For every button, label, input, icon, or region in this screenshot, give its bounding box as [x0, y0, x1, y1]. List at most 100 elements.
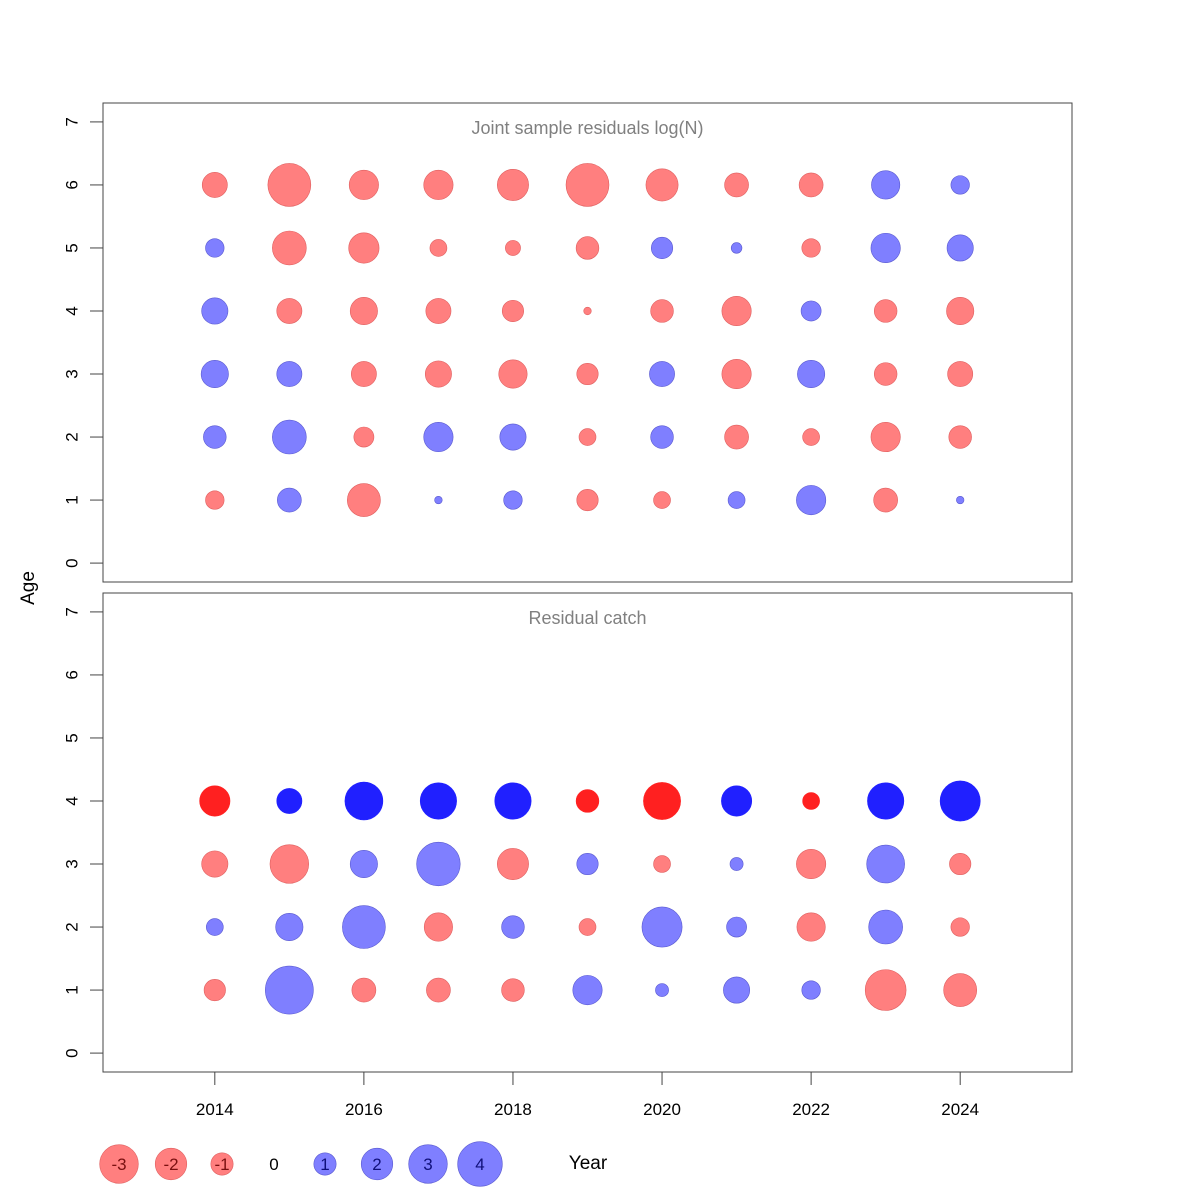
bubble-2019-age-1 — [576, 489, 599, 512]
bubble-2018-age-4 — [494, 782, 532, 820]
bubble-2016-age-6 — [348, 169, 379, 200]
bubble-2016-age-4 — [349, 297, 378, 325]
panel-frame — [102, 102, 1073, 583]
legend-label: 3 — [423, 1155, 432, 1174]
bubble-2014-age-5 — [205, 238, 225, 258]
bubble-2016-age-3 — [350, 361, 377, 387]
legend: -3 -2 -1 0 1 2 3 4 — [99, 1141, 503, 1187]
y-tick-label: 5 — [62, 733, 81, 742]
y-tick-label: 0 — [62, 558, 81, 567]
bubble-2024-age-5 — [946, 234, 974, 262]
y-tick-label: 2 — [62, 922, 81, 931]
bubble-2017-age-3 — [416, 841, 461, 887]
bubble-2020-age-2 — [650, 425, 674, 449]
bubble-2022-age-6 — [798, 172, 824, 198]
legend-label: 2 — [372, 1155, 381, 1174]
bubble-2016-age-3 — [349, 850, 378, 878]
y-tick-label: 1 — [62, 985, 81, 994]
bubble-2014-age-2 — [203, 425, 227, 449]
bubble-2014-age-1 — [205, 490, 225, 510]
bubble-2021-age-2 — [724, 424, 749, 450]
x-tick-label: 2018 — [494, 1100, 532, 1119]
y-tick-label: 7 — [62, 117, 81, 126]
bubble-2023-age-5 — [870, 232, 901, 263]
bubble-2019-age-6 — [565, 163, 610, 207]
bubble-2017-age-3 — [424, 360, 452, 388]
x-axis-label: Year — [569, 1153, 608, 1174]
bubble-2014-age-3 — [201, 850, 229, 878]
bubble-2016-age-5 — [348, 232, 380, 264]
bubble-2023-age-1 — [864, 969, 907, 1011]
panel-title: Residual catch — [528, 608, 646, 628]
bubble-2016-age-2 — [342, 905, 386, 949]
y-tick-label: 3 — [62, 369, 81, 378]
bubble-2018-age-1 — [503, 490, 523, 510]
y-tick-label: 2 — [62, 432, 81, 441]
bubble-2017-age-2 — [423, 422, 454, 453]
bubble-2017-age-1 — [426, 977, 451, 1003]
legend-bubble — [457, 1141, 503, 1187]
bubble-2023-age-2 — [868, 909, 903, 945]
bubble-2023-age-2 — [870, 422, 901, 453]
panels: Joint sample residuals log(N) 0 1 2 3 4 5 6 7 Res… — [62, 102, 1073, 1073]
bubble-2021-age-2 — [726, 916, 747, 938]
bubble-2016-age-1 — [351, 977, 377, 1003]
bubble-2019-age-3 — [576, 362, 599, 386]
panel-title: Joint sample residuals log(N) — [471, 118, 703, 138]
bubble-2017-age-4 — [419, 782, 457, 820]
bubble-2015-age-3 — [276, 361, 303, 387]
bubble-2015-age-1 — [277, 487, 302, 513]
bubble-2020-age-5 — [651, 236, 674, 259]
bubble-2014-age-6 — [201, 172, 228, 198]
x-tick-label: 2022 — [792, 1100, 830, 1119]
bubble-2017-age-5 — [429, 239, 448, 257]
bubble-2022-age-1 — [796, 485, 827, 516]
bubble-2018-age-2 — [501, 915, 525, 939]
bubble-2020-age-3 — [653, 855, 671, 873]
bubble-2015-age-1 — [265, 965, 314, 1015]
bubble-2014-age-4 — [201, 297, 229, 325]
bubble-2021-age-6 — [724, 172, 749, 198]
bubble-2016-age-2 — [353, 426, 375, 448]
bubble-2021-age-3 — [729, 857, 744, 871]
bubble-2023-age-4 — [867, 782, 905, 820]
bubble-2020-age-2 — [641, 906, 683, 948]
y-tick-label: 3 — [62, 859, 81, 868]
panel-1: Joint sample residuals log(N) 0 1 2 3 4 5 6 7 — [62, 102, 1073, 583]
bubble-2019-age-2 — [578, 428, 597, 446]
y-tick-label: 6 — [62, 670, 81, 679]
bubble-2024-age-2 — [950, 917, 970, 937]
y-tick-label: 4 — [62, 796, 81, 805]
bubble-2015-age-3 — [269, 844, 309, 884]
y-tick-label: 6 — [62, 180, 81, 189]
bubble-2019-age-3 — [576, 852, 599, 876]
bubble-2023-age-3 — [866, 844, 905, 884]
legend-bubble — [99, 1144, 139, 1184]
bubble-2014-age-2 — [206, 918, 224, 936]
bubble-2018-age-5 — [505, 240, 521, 256]
y-tick-label: 0 — [62, 1048, 81, 1057]
legend-bubble — [154, 1147, 188, 1181]
legend-bubble — [313, 1152, 337, 1176]
bubble-2021-age-1 — [727, 491, 746, 509]
x-tick-label: 2020 — [643, 1100, 681, 1119]
bubble-2024-age-2 — [948, 425, 972, 449]
bubble-2020-age-1 — [653, 491, 671, 509]
legend-bubble — [360, 1147, 394, 1181]
bubble-2023-age-1 — [873, 487, 898, 513]
bubble-2020-age-4 — [643, 782, 681, 820]
bubble-2014-age-4 — [199, 785, 231, 817]
bubble-2019-age-2 — [578, 918, 597, 936]
y-tick-label: 4 — [62, 306, 81, 315]
bubble-2015-age-5 — [272, 230, 307, 266]
bubble-2023-age-6 — [871, 170, 901, 200]
bubble-2024-age-4 — [946, 297, 975, 325]
y-tick-label: 7 — [62, 607, 81, 616]
bubble-2020-age-4 — [650, 299, 674, 323]
bubble-2021-age-4 — [721, 295, 752, 326]
bubble-2020-age-6 — [645, 168, 679, 202]
bubble-2018-age-2 — [499, 423, 527, 451]
x-tick-label: 2024 — [941, 1100, 979, 1119]
bubble-2018-age-3 — [497, 848, 529, 880]
bubble-2022-age-1 — [801, 980, 821, 1000]
